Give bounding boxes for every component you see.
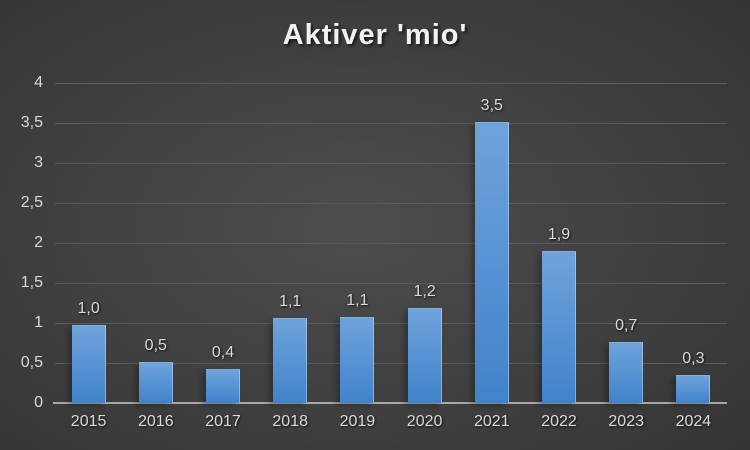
- x-axis-label: 2020: [406, 413, 443, 430]
- gridline: [55, 282, 727, 284]
- x-axis-label: 2016: [138, 413, 174, 430]
- x-axis-label: 2021: [474, 413, 510, 430]
- gridline: [55, 322, 727, 324]
- bar-2018: [273, 318, 308, 403]
- data-label: 3,5: [480, 97, 503, 115]
- chart-title: Aktiver 'mio': [282, 19, 468, 51]
- data-label: 1,2: [413, 282, 436, 300]
- y-axis-tick-label: 4: [34, 74, 43, 91]
- gridline: [55, 362, 727, 364]
- data-label: 0,7: [615, 317, 638, 335]
- x-axis-label: 2017: [205, 413, 241, 430]
- gridline: [55, 242, 727, 244]
- y-axis-tick-label: 0,5: [20, 354, 43, 371]
- bar-2017: [206, 369, 240, 403]
- x-axis-label: 2023: [608, 413, 644, 430]
- plot-area: 0 0,5 1 1,5 2 2,5 3 3,5 4 1,0 2015 0,5 2016 0,4 2017 1,…: [21, 74, 727, 430]
- y-axis-tick-label: 0: [34, 394, 43, 411]
- bar-2020: [407, 307, 442, 403]
- y-axis-tick-label: 3: [34, 154, 43, 171]
- bar-2021: [474, 122, 509, 403]
- x-axis-label: 2022: [541, 413, 577, 430]
- x-axis-label: 2018: [272, 413, 308, 430]
- gridline: [55, 82, 727, 84]
- y-axis-tick-label: 2,5: [20, 194, 43, 211]
- gridline: [55, 202, 727, 204]
- data-label: 0,4: [211, 344, 235, 362]
- bar-2022: [542, 251, 576, 403]
- data-label: 1,1: [279, 293, 302, 311]
- data-label: 1,1: [346, 291, 369, 309]
- data-label: 1,0: [77, 300, 100, 318]
- x-axis-label: 2019: [339, 413, 376, 430]
- bar-2023: [609, 342, 644, 403]
- data-label: 1,9: [547, 226, 571, 243]
- bar-2015: [71, 325, 106, 403]
- data-label: 0,5: [144, 337, 167, 355]
- y-axis-tick-label: 1: [34, 314, 43, 331]
- y-axis-tick-label: 3,5: [20, 114, 43, 131]
- gridline: [55, 162, 727, 164]
- y-axis-tick-label: 1,5: [20, 274, 43, 291]
- x-axis-label: 2015: [70, 413, 107, 430]
- x-axis-label: 2024: [675, 413, 712, 430]
- bar-2024: [676, 375, 711, 403]
- x-axis-line: [53, 402, 727, 404]
- bar-2019: [340, 316, 375, 403]
- bar-2016: [138, 362, 173, 403]
- data-label: 0,3: [682, 350, 705, 367]
- y-axis-tick-label: 2: [34, 234, 43, 251]
- gridline: [55, 122, 727, 124]
